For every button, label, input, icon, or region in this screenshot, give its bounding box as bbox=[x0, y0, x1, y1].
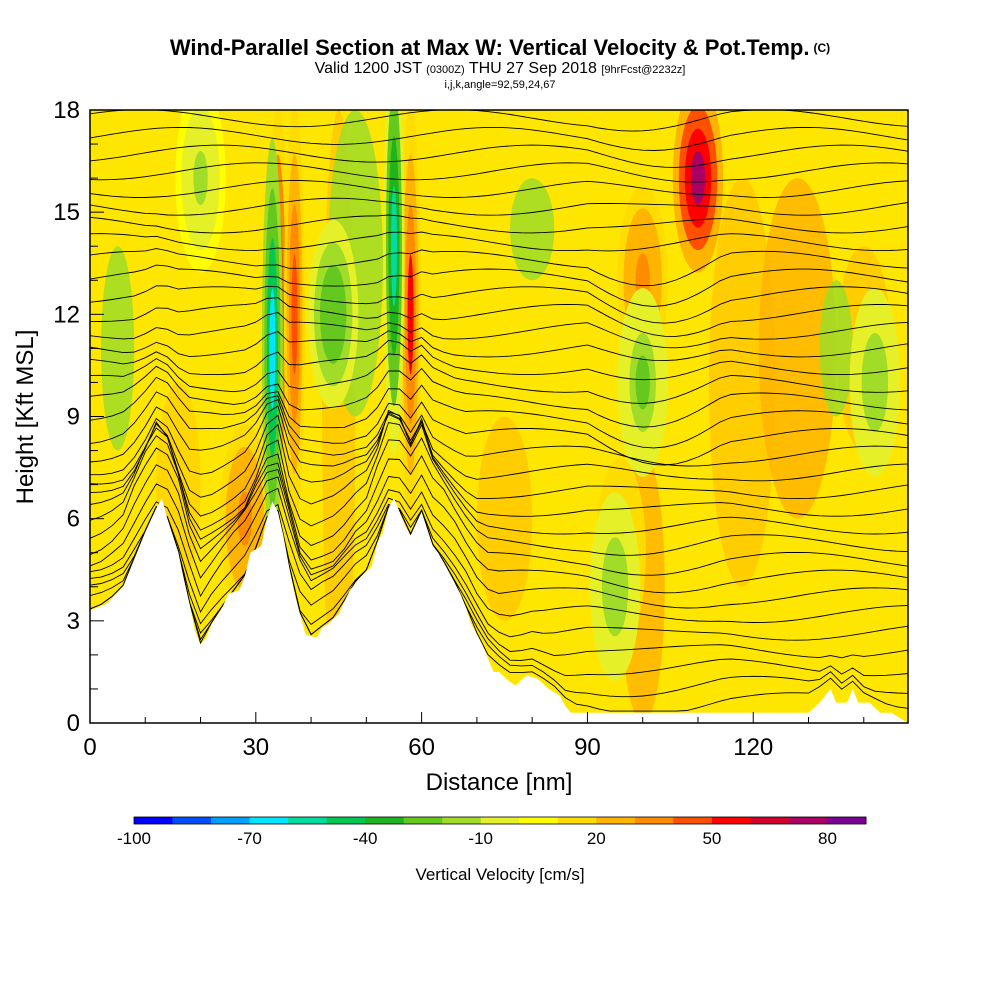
colorbar-swatch bbox=[750, 817, 790, 824]
velocity-core bbox=[269, 288, 276, 409]
isentrope bbox=[90, 409, 908, 517]
isentrope bbox=[90, 180, 908, 198]
colorbar-label: -70 bbox=[237, 829, 262, 848]
colorbar: -100 -70 -40 -10 20 50 80 bbox=[117, 816, 867, 848]
isentrope-lines bbox=[90, 110, 908, 712]
velocity-core bbox=[607, 559, 623, 614]
colorbar-swatch bbox=[211, 817, 251, 824]
velocity-core bbox=[407, 254, 414, 375]
y-tick-label: 6 bbox=[67, 506, 80, 533]
colorbar-swatch bbox=[480, 817, 520, 824]
velocity-core bbox=[237, 491, 252, 546]
colorbar-swatch bbox=[134, 817, 174, 824]
isentrope bbox=[90, 503, 908, 641]
field-band bbox=[510, 178, 555, 281]
colorbar-label: 80 bbox=[818, 829, 837, 848]
colorbar-swatch bbox=[557, 817, 597, 824]
colorbar-swatch bbox=[403, 817, 443, 824]
y-tick-label: 15 bbox=[53, 199, 80, 226]
colorbar-label: 20 bbox=[587, 829, 606, 848]
isentrope bbox=[90, 487, 908, 623]
isentrope bbox=[90, 110, 908, 132]
chart-indices: i,j,k,angle=92,59,24,67 bbox=[444, 79, 556, 91]
y-tick-label: 9 bbox=[67, 404, 80, 431]
colorbar-label: -100 bbox=[117, 829, 151, 848]
isentrope bbox=[90, 391, 908, 466]
chart-subtitle: Valid 1200 JST (0300Z) THU 27 Sep 2018 [… bbox=[314, 60, 686, 77]
isentrope bbox=[90, 297, 908, 337]
colorbar-label: -40 bbox=[353, 829, 378, 848]
isentrope bbox=[90, 197, 908, 216]
x-tick-label: 0 bbox=[83, 734, 96, 761]
isentrope bbox=[90, 264, 908, 307]
title-block: Wind-Parallel Section at Max W: Vertical… bbox=[0, 36, 1000, 92]
y-axis: 0 3 6 9 12 15 18 bbox=[53, 97, 104, 737]
colorbar-swatch bbox=[711, 817, 751, 824]
velocity-core bbox=[325, 287, 341, 342]
colorbar-swatch bbox=[442, 817, 482, 824]
isentrope bbox=[90, 312, 908, 349]
chart-title: Wind-Parallel Section at Max W: Vertical… bbox=[169, 35, 831, 60]
isentrope bbox=[90, 505, 908, 659]
x-tick-label: 30 bbox=[242, 734, 269, 761]
field-band bbox=[101, 246, 135, 451]
y-tick-label: 12 bbox=[53, 301, 80, 328]
isentrope bbox=[90, 126, 908, 151]
colorbar-swatch bbox=[365, 817, 405, 824]
isentrope bbox=[90, 353, 908, 404]
isentrope bbox=[90, 412, 908, 500]
field-band bbox=[709, 178, 776, 587]
isentrope bbox=[90, 248, 908, 287]
isentrope bbox=[90, 464, 908, 594]
terrain-shape bbox=[90, 498, 908, 723]
terrain-mask bbox=[90, 498, 908, 723]
colorbar-label: 50 bbox=[702, 829, 721, 848]
isentrope bbox=[90, 231, 908, 252]
colorbar-swatch bbox=[249, 817, 289, 824]
y-axis-title: Height [Kft MSL] bbox=[12, 330, 39, 505]
velocity-core bbox=[291, 254, 298, 375]
isentrope bbox=[90, 214, 908, 234]
x-tick-label: 90 bbox=[574, 734, 601, 761]
colorbar-swatch bbox=[172, 817, 212, 824]
colorbar-swatch bbox=[288, 817, 328, 824]
colorbar-swatch bbox=[788, 817, 828, 824]
isentrope bbox=[90, 399, 908, 467]
velocity-core bbox=[193, 151, 208, 206]
isentrope bbox=[90, 376, 908, 449]
velocity-core bbox=[867, 355, 883, 410]
colorbar-title: Vertical Velocity [cm/s] bbox=[415, 865, 584, 884]
isentrope bbox=[90, 285, 908, 324]
isentrope bbox=[90, 365, 908, 428]
x-tick-label: 120 bbox=[733, 734, 773, 761]
y-tick-label: 3 bbox=[67, 608, 80, 635]
isentrope bbox=[90, 330, 908, 362]
velocity-core bbox=[690, 151, 706, 206]
isentrope bbox=[90, 476, 908, 609]
y-tick-label: 18 bbox=[53, 97, 80, 124]
isentrope bbox=[90, 405, 908, 482]
isentrope bbox=[90, 144, 908, 168]
isentrope bbox=[90, 435, 908, 556]
colorbar-swatch bbox=[673, 817, 713, 824]
colorbar-label: -10 bbox=[468, 829, 493, 848]
colorbar-frame bbox=[133, 816, 867, 825]
field-band bbox=[819, 280, 853, 417]
velocity-core bbox=[635, 355, 650, 410]
velocity-core bbox=[390, 186, 397, 307]
colorbar-swatch bbox=[827, 817, 867, 824]
isentrope bbox=[90, 447, 908, 576]
x-tick-label: 60 bbox=[408, 734, 435, 761]
isentrope bbox=[90, 422, 908, 535]
x-axis-title: Distance [nm] bbox=[426, 769, 573, 796]
isentrope bbox=[90, 162, 908, 183]
colorbar-swatch bbox=[634, 817, 674, 824]
y-tick-label: 0 bbox=[67, 710, 80, 737]
colorbar-swatch bbox=[519, 817, 559, 824]
isentrope bbox=[90, 339, 908, 381]
x-axis: 0 30 60 90 120 bbox=[83, 712, 865, 761]
colorbar-swatch bbox=[326, 817, 366, 824]
colorbar-swatch bbox=[596, 817, 636, 824]
